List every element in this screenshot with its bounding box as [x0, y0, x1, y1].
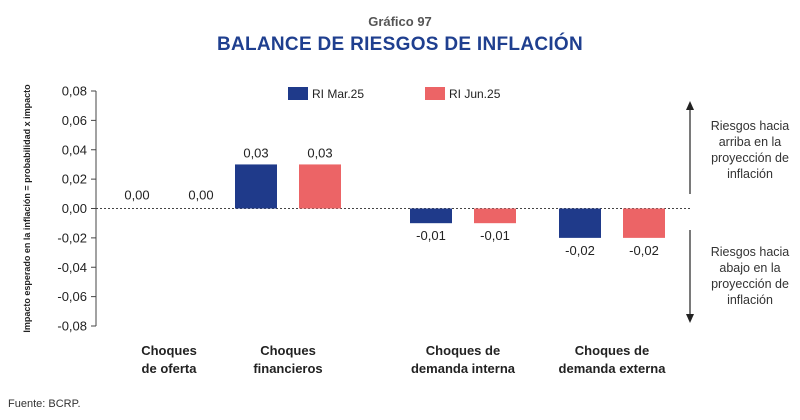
- x-category-label: Choques de: [575, 343, 649, 358]
- bar-data-label: -0,01: [416, 228, 446, 243]
- y-tick-label: 0,02: [62, 172, 87, 187]
- bar: [235, 164, 277, 209]
- x-category-label: Choques: [260, 343, 316, 358]
- y-tick-label: 0,00: [62, 201, 87, 216]
- upside-arrow-head: [686, 101, 694, 110]
- bar-data-label: -0,02: [629, 243, 659, 258]
- chart-title: BALANCE DE RIESGOS DE INFLACIÓN: [216, 34, 584, 55]
- y-tick-label: -0,02: [57, 230, 87, 245]
- y-tick-label: 0,04: [62, 142, 87, 157]
- bar: [299, 164, 341, 209]
- x-category-label: de oferta: [142, 361, 198, 376]
- bar-data-label: -0,02: [565, 243, 595, 258]
- source-note: Fuente: BCRP.: [8, 398, 81, 410]
- legend-label: RI Jun.25: [449, 87, 501, 101]
- legend-swatch: [425, 87, 445, 100]
- bar-data-label: 0,00: [188, 188, 213, 203]
- y-tick-label: -0,08: [57, 319, 87, 334]
- legend-label: RI Mar.25: [312, 87, 364, 101]
- y-tick-label: -0,06: [57, 289, 87, 304]
- bar: [623, 208, 665, 238]
- bar-data-label: 0,03: [307, 145, 332, 160]
- x-category-label: demanda interna: [411, 361, 516, 376]
- downside-arrow-head: [686, 314, 694, 323]
- y-tick-label: 0,06: [62, 113, 87, 128]
- bar: [474, 208, 516, 224]
- x-category-label: Choques de: [426, 343, 500, 358]
- x-category-label: financieros: [253, 361, 322, 376]
- bar: [559, 208, 601, 238]
- y-tick-label: -0,04: [57, 260, 87, 275]
- downside-risk-note: Riesgos hacia abajo en la proyección de …: [710, 245, 790, 307]
- bar-data-label: 0,00: [124, 188, 149, 203]
- upside-risk-note: Riesgos hacia arriba en la proyección de…: [710, 119, 790, 181]
- x-category-label: Choques: [141, 343, 197, 358]
- y-axis-title: Impacto esperado en la inflación = proba…: [22, 84, 32, 333]
- legend-swatch: [288, 87, 308, 100]
- bar: [410, 208, 452, 224]
- bar-data-label: -0,01: [480, 228, 510, 243]
- y-tick-label: 0,08: [62, 84, 87, 99]
- chart-kicker: Gráfico 97: [368, 14, 432, 29]
- bar-data-label: 0,03: [243, 145, 268, 160]
- x-category-label: demanda externa: [559, 361, 667, 376]
